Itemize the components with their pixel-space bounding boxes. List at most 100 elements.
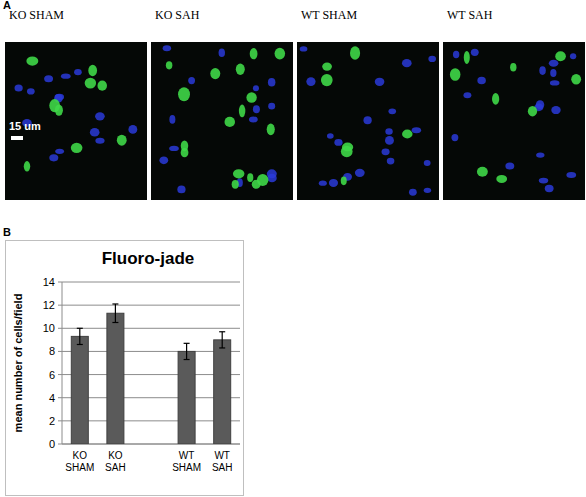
nucleus <box>219 48 225 57</box>
nucleus <box>95 112 105 120</box>
nucleus <box>27 88 35 94</box>
nucleus <box>355 169 365 177</box>
nucleus <box>471 49 479 56</box>
nucleus <box>49 154 58 161</box>
bar <box>107 313 124 444</box>
y-tick <box>58 351 62 352</box>
nucleus <box>188 77 195 84</box>
nucleus <box>61 74 71 79</box>
nucleus <box>463 92 471 98</box>
nucleus <box>363 116 371 124</box>
fluoro-cell <box>402 130 413 139</box>
fluoro-cell <box>450 68 461 81</box>
nucleus <box>550 80 560 85</box>
y-tick <box>58 420 62 421</box>
fluoro-cell <box>71 143 83 153</box>
fluoro-cell <box>117 135 127 146</box>
y-axis-label: mean number of cells/field <box>12 294 24 433</box>
y-tick-label: 12 <box>43 299 55 311</box>
y-tick-label: 4 <box>49 392 55 404</box>
chart-title: Fluoro-jade <box>102 249 195 268</box>
scale-bar <box>11 136 23 140</box>
nucleus <box>550 69 556 77</box>
nucleus <box>268 103 275 110</box>
y-tick <box>58 328 62 329</box>
fluoro-cell <box>267 123 275 135</box>
micrograph <box>297 42 439 200</box>
nucleus <box>570 53 576 59</box>
image-title: WT SHAM <box>301 8 357 22</box>
fluoro-cell <box>477 167 488 177</box>
x-tick-label: WTSAH <box>212 450 233 473</box>
fluoro-cell <box>341 176 347 185</box>
bar <box>214 340 231 444</box>
nucleus <box>505 162 514 169</box>
fluoro-cell <box>247 173 253 182</box>
fluoro-cell <box>496 175 507 183</box>
y-tick <box>58 397 62 398</box>
nucleus <box>253 85 259 91</box>
nucleus <box>329 179 338 187</box>
micrograph <box>5 42 147 200</box>
fluoro-cell <box>178 87 190 101</box>
nucleus <box>545 185 554 192</box>
figure: AKO SHAM15 umKO SAHWT SHAMWT SAHBFluoro-… <box>0 0 586 497</box>
nucleus <box>90 128 100 137</box>
fluoro-cell <box>321 74 333 86</box>
fluoro-cell <box>85 78 96 89</box>
nucleus <box>539 66 546 75</box>
y-tick-label: 14 <box>43 276 55 288</box>
fluoro-cell <box>210 68 220 79</box>
nucleus <box>409 189 417 196</box>
image-title: KO SHAM <box>9 8 64 22</box>
nucleus <box>382 148 390 155</box>
scale-bar-label: 15 um <box>9 120 41 132</box>
x-tick-label: WTSHAM <box>172 450 201 473</box>
nucleus <box>375 78 385 86</box>
fluoro-cell <box>49 99 60 112</box>
image-title: KO SAH <box>155 8 200 22</box>
fluoro-cell <box>166 61 173 69</box>
nucleus <box>549 60 559 67</box>
nucleus <box>402 59 412 67</box>
panel-label: B <box>3 226 11 238</box>
image-background <box>151 42 293 200</box>
y-tick-label: 0 <box>49 438 55 450</box>
fluoro-cell <box>555 51 566 61</box>
chart-frame <box>6 241 244 496</box>
fluoro-cell <box>224 117 235 127</box>
grid-line <box>62 305 240 306</box>
nucleus <box>44 75 53 82</box>
y-tick-label: 10 <box>43 322 55 334</box>
bar <box>178 351 195 444</box>
fluoro-cell <box>24 161 30 171</box>
nucleus <box>428 56 436 62</box>
y-axis <box>62 282 63 444</box>
fluoro-cell <box>250 48 258 59</box>
nucleus <box>536 100 544 109</box>
nucleus <box>128 125 137 134</box>
nucleus <box>477 77 485 85</box>
fluoro-cell <box>350 46 360 59</box>
fluoro-cell <box>528 106 537 116</box>
error-bar <box>219 332 225 348</box>
nucleus <box>424 160 431 166</box>
y-tick <box>58 282 62 283</box>
x-tick-label: KOSHAM <box>65 450 94 473</box>
nucleus <box>551 106 560 114</box>
fluoro-cell <box>275 48 286 60</box>
fluoro-cell <box>88 65 97 77</box>
nucleus <box>177 186 185 194</box>
y-tick <box>58 444 62 445</box>
fluoro-cell <box>236 64 245 75</box>
image-background <box>5 42 147 200</box>
fluoro-cell <box>510 63 516 71</box>
nucleus <box>387 158 395 165</box>
image-background <box>443 42 585 200</box>
fluoro-cell <box>257 174 268 186</box>
nucleus <box>385 128 392 135</box>
nucleus <box>566 172 576 178</box>
nucleus <box>55 149 64 154</box>
fluoro-cell <box>246 92 256 103</box>
nucleus <box>159 156 168 164</box>
